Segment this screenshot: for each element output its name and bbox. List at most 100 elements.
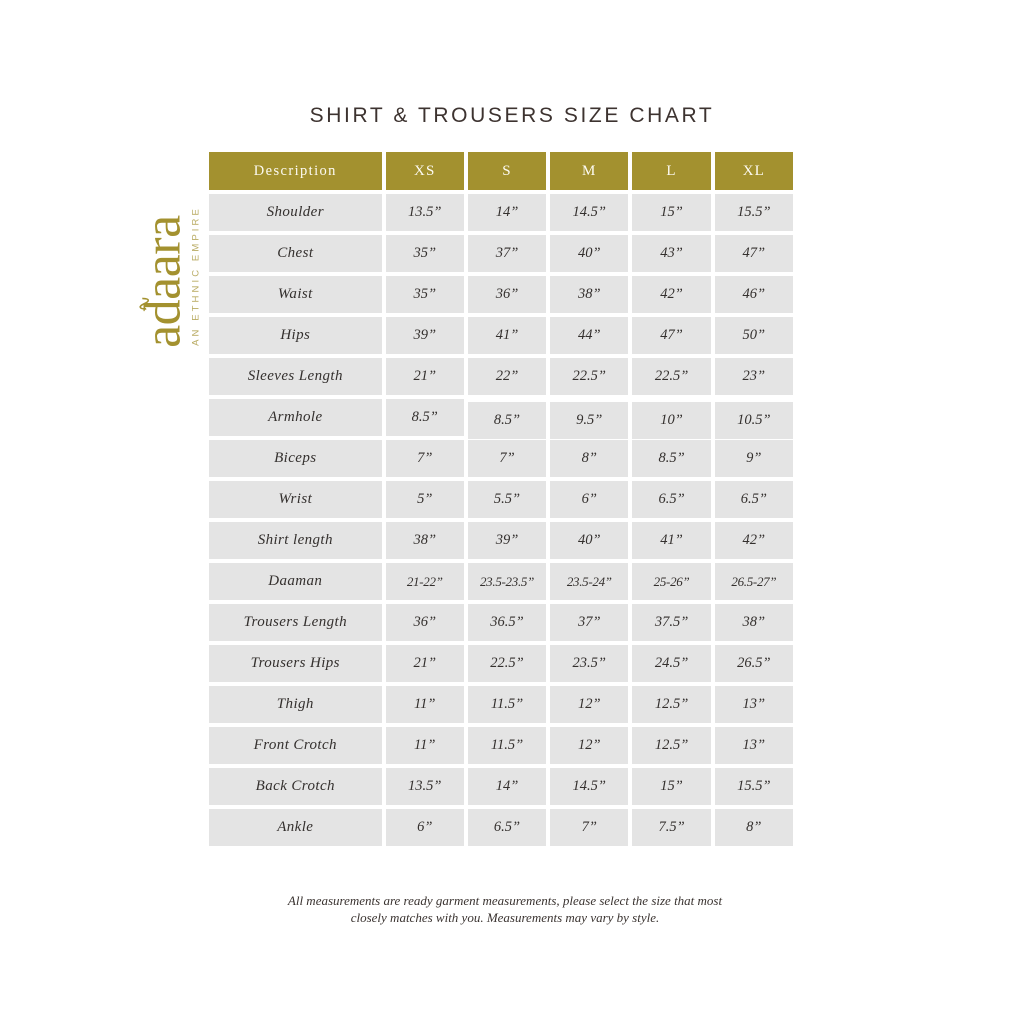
table-row: Shoulder 13.5” 14” 14.5” 15” 15.5” <box>209 194 793 231</box>
cell-xl: 38” <box>714 604 793 641</box>
cell-l: 47” <box>632 317 711 354</box>
cell-s: 36” <box>467 276 547 313</box>
cell-m: 6” <box>550 481 629 518</box>
cell-m: 37” <box>550 604 629 641</box>
row-label: Trousers Length <box>209 604 382 641</box>
cell-m: 22.5” <box>550 358 629 395</box>
row-label: Front Crotch <box>209 727 382 764</box>
brand-logo-rotated: adaara ∿ AN ETHNIC EMPIRE <box>132 206 201 350</box>
cell-l: 15” <box>632 194 711 231</box>
cell-xl: 13” <box>714 727 793 764</box>
row-label: Back Crotch <box>209 768 382 805</box>
row-label: Thigh <box>209 686 382 723</box>
cell-m: 12” <box>550 727 629 764</box>
table-row: Front Crotch 11” 11.5” 12” 12.5” 13” <box>209 727 793 764</box>
cell-xs: 13.5” <box>385 194 464 231</box>
row-label: Ankle <box>209 809 382 846</box>
cell-m: 40” <box>550 522 629 559</box>
cell-s: 22” <box>467 358 547 395</box>
brand-wordmark: adaara ∿ <box>132 215 191 350</box>
cell-l: 12.5” <box>632 727 711 764</box>
cell-s: 23.5-23.5” <box>467 563 547 600</box>
column-header-xl: XL <box>714 152 793 190</box>
cell-l: 24.5” <box>632 645 711 682</box>
cell-xl: 6.5” <box>714 481 793 518</box>
table-row: Shirt length 38” 39” 40” 41” 42” <box>209 522 793 559</box>
table-body: Shoulder 13.5” 14” 14.5” 15” 15.5” Chest… <box>209 194 793 846</box>
row-label: Wrist <box>209 481 382 518</box>
column-header-l: L <box>632 152 711 190</box>
column-header-m: M <box>550 152 629 190</box>
cell-xs: 11” <box>385 727 464 764</box>
cell-l: 7.5” <box>632 809 711 846</box>
cell-xl: 47” <box>714 235 793 272</box>
column-header-xs: XS <box>385 152 464 190</box>
cell-m: 40” <box>550 235 629 272</box>
cell-l: 41” <box>632 522 711 559</box>
cell-s: 14” <box>467 194 547 231</box>
cell-xs: 21” <box>385 645 464 682</box>
cell-l: 37.5” <box>632 604 711 641</box>
cell-xl: 26.5-27” <box>714 563 793 600</box>
cell-s: 36.5” <box>467 604 547 641</box>
cell-s: 5.5” <box>467 481 547 518</box>
cell-m: 38” <box>550 276 629 313</box>
cell-s: 6.5” <box>467 809 547 846</box>
table-row: Armhole 8.5” 8.5” 9.5” 10” 10.5” <box>209 399 793 439</box>
cell-m: 12” <box>550 686 629 723</box>
brand-wordmark-text: adaara <box>134 215 192 348</box>
table-row: Trousers Hips 21” 22.5” 23.5” 24.5” 26.5… <box>209 645 793 682</box>
measurement-disclaimer: All measurements are ready garment measu… <box>209 893 801 926</box>
table-row: Chest 35” 37” 40” 43” 47” <box>209 235 793 272</box>
table-row: Thigh 11” 11.5” 12” 12.5” 13” <box>209 686 793 723</box>
row-label: Biceps <box>209 440 382 477</box>
column-header-description: Description <box>209 152 382 190</box>
cell-xl: 15.5” <box>714 194 793 231</box>
cell-xs: 6” <box>385 809 464 846</box>
page-title: SHIRT & TROUSERS SIZE CHART <box>309 104 715 127</box>
cell-xs: 21-22” <box>385 563 464 600</box>
cell-m: 23.5-24” <box>550 563 629 600</box>
cell-xs: 7” <box>385 440 464 477</box>
table-row: Wrist 5” 5.5” 6” 6.5” 6.5” <box>209 481 793 518</box>
cell-xs: 38” <box>385 522 464 559</box>
cell-m: 8” <box>550 440 629 477</box>
cell-xs: 8.5” <box>385 399 464 436</box>
cell-xs: 13.5” <box>385 768 464 805</box>
cell-xl: 10.5” <box>714 402 793 439</box>
disclaimer-line-1: All measurements are ready garment measu… <box>287 893 723 908</box>
table-row: Sleeves Length 21” 22” 22.5” 22.5” 23” <box>209 358 793 395</box>
cell-m: 23.5” <box>550 645 629 682</box>
table-row: Trousers Length 36” 36.5” 37” 37.5” 38” <box>209 604 793 641</box>
cell-xs: 11” <box>385 686 464 723</box>
cell-s: 7” <box>467 440 547 477</box>
row-label: Shirt length <box>209 522 382 559</box>
cell-s: 37” <box>467 235 547 272</box>
table-row: Waist 35” 36” 38” 42” 46” <box>209 276 793 313</box>
cell-m: 14.5” <box>550 194 629 231</box>
cell-xs: 36” <box>385 604 464 641</box>
row-label: Hips <box>209 317 382 354</box>
cell-s: 39” <box>467 522 547 559</box>
cell-xs: 35” <box>385 276 464 313</box>
cell-xl: 8” <box>714 809 793 846</box>
cell-l: 6.5” <box>632 481 711 518</box>
row-label: Chest <box>209 235 382 272</box>
size-chart-table: Description XS S M L XL Shoulder 13.5” 1… <box>205 148 797 850</box>
cell-xs: 21” <box>385 358 464 395</box>
cell-xs: 35” <box>385 235 464 272</box>
cell-xl: 42” <box>714 522 793 559</box>
cell-xl: 46” <box>714 276 793 313</box>
cell-xl: 50” <box>714 317 793 354</box>
column-header-s: S <box>467 152 547 190</box>
cell-m: 7” <box>550 809 629 846</box>
row-label: Armhole <box>209 399 382 436</box>
row-label: Daaman <box>209 563 382 600</box>
row-label: Shoulder <box>209 194 382 231</box>
cell-l: 8.5” <box>632 440 711 477</box>
cell-m: 9.5” <box>550 402 629 439</box>
table-row: Biceps 7” 7” 8” 8.5” 9” <box>209 440 793 477</box>
cell-xs: 5” <box>385 481 464 518</box>
cell-l: 12.5” <box>632 686 711 723</box>
